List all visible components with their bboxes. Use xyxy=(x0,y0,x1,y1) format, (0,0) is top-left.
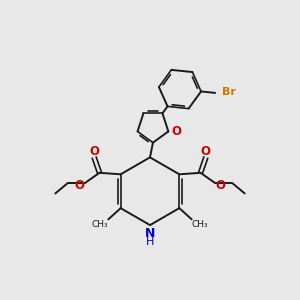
Text: O: O xyxy=(201,145,211,158)
Text: O: O xyxy=(172,125,182,138)
Text: Br: Br xyxy=(222,87,236,97)
Text: CH₃: CH₃ xyxy=(192,220,208,229)
Text: N: N xyxy=(145,227,155,240)
Text: H: H xyxy=(146,237,154,247)
Text: O: O xyxy=(74,179,85,192)
Text: O: O xyxy=(215,179,226,192)
Text: CH₃: CH₃ xyxy=(92,220,108,229)
Text: O: O xyxy=(89,145,99,158)
